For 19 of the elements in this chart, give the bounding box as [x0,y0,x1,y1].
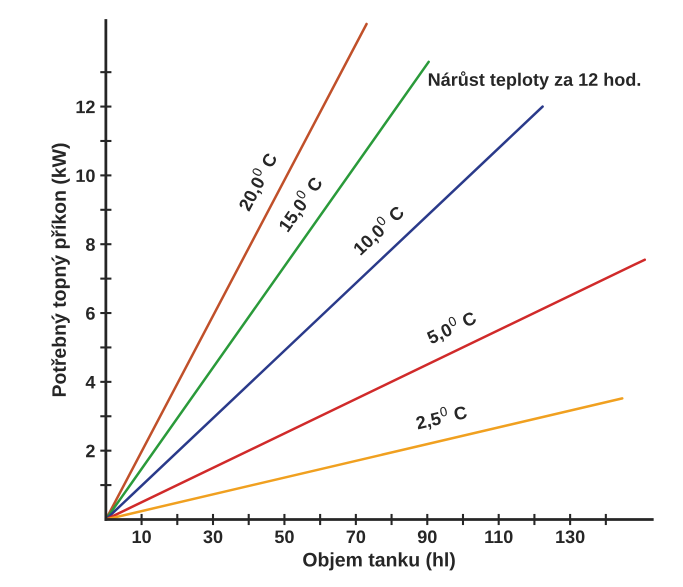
x-axis-title: Objem tanku (hl) [303,552,455,570]
text: 10,0$^{0}$ C [350,202,407,258]
x-tick-label: 90 [418,530,437,544]
x-tick-label: 50 [274,530,294,544]
y-tick-label: 6 [86,306,95,320]
annotation: Nárůst teploty za 12 hod. [428,71,640,90]
y-tick-label: 12 [76,100,95,114]
y-tick-label: 8 [86,238,95,251]
y-tick-label: 4 [86,376,96,388]
y-tick-label: 2 [86,444,95,458]
text: 5,0$^{0}$ C [424,308,478,347]
x-tick-label: 30 [203,530,222,544]
text: 2,5$^{0}$ C [414,402,468,432]
x-tick-label: 110 [485,530,513,544]
y-tick-label: 10 [76,169,95,182]
x-tick-label: 130 [556,530,584,544]
y-axis-title: Potřebný topný příkon (kW) [51,144,70,396]
x-tick-label: 10 [132,530,151,544]
x-tick-label: 70 [346,530,366,544]
